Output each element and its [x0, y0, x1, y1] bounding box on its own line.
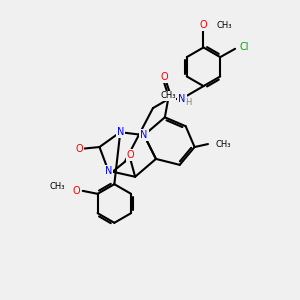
Text: O: O	[160, 72, 168, 82]
Text: O: O	[200, 20, 207, 30]
Text: N: N	[105, 166, 112, 176]
Text: O: O	[127, 150, 134, 161]
Text: CH₃: CH₃	[50, 182, 65, 191]
Text: CH₃: CH₃	[216, 140, 232, 148]
Text: N: N	[117, 127, 124, 137]
Text: O: O	[75, 143, 83, 154]
Text: N: N	[140, 130, 148, 140]
Text: Cl: Cl	[240, 42, 249, 52]
Text: CH₃: CH₃	[160, 92, 176, 100]
Text: H: H	[185, 98, 192, 107]
Text: O: O	[72, 186, 80, 196]
Text: N: N	[178, 94, 186, 103]
Text: CH₃: CH₃	[217, 21, 233, 30]
